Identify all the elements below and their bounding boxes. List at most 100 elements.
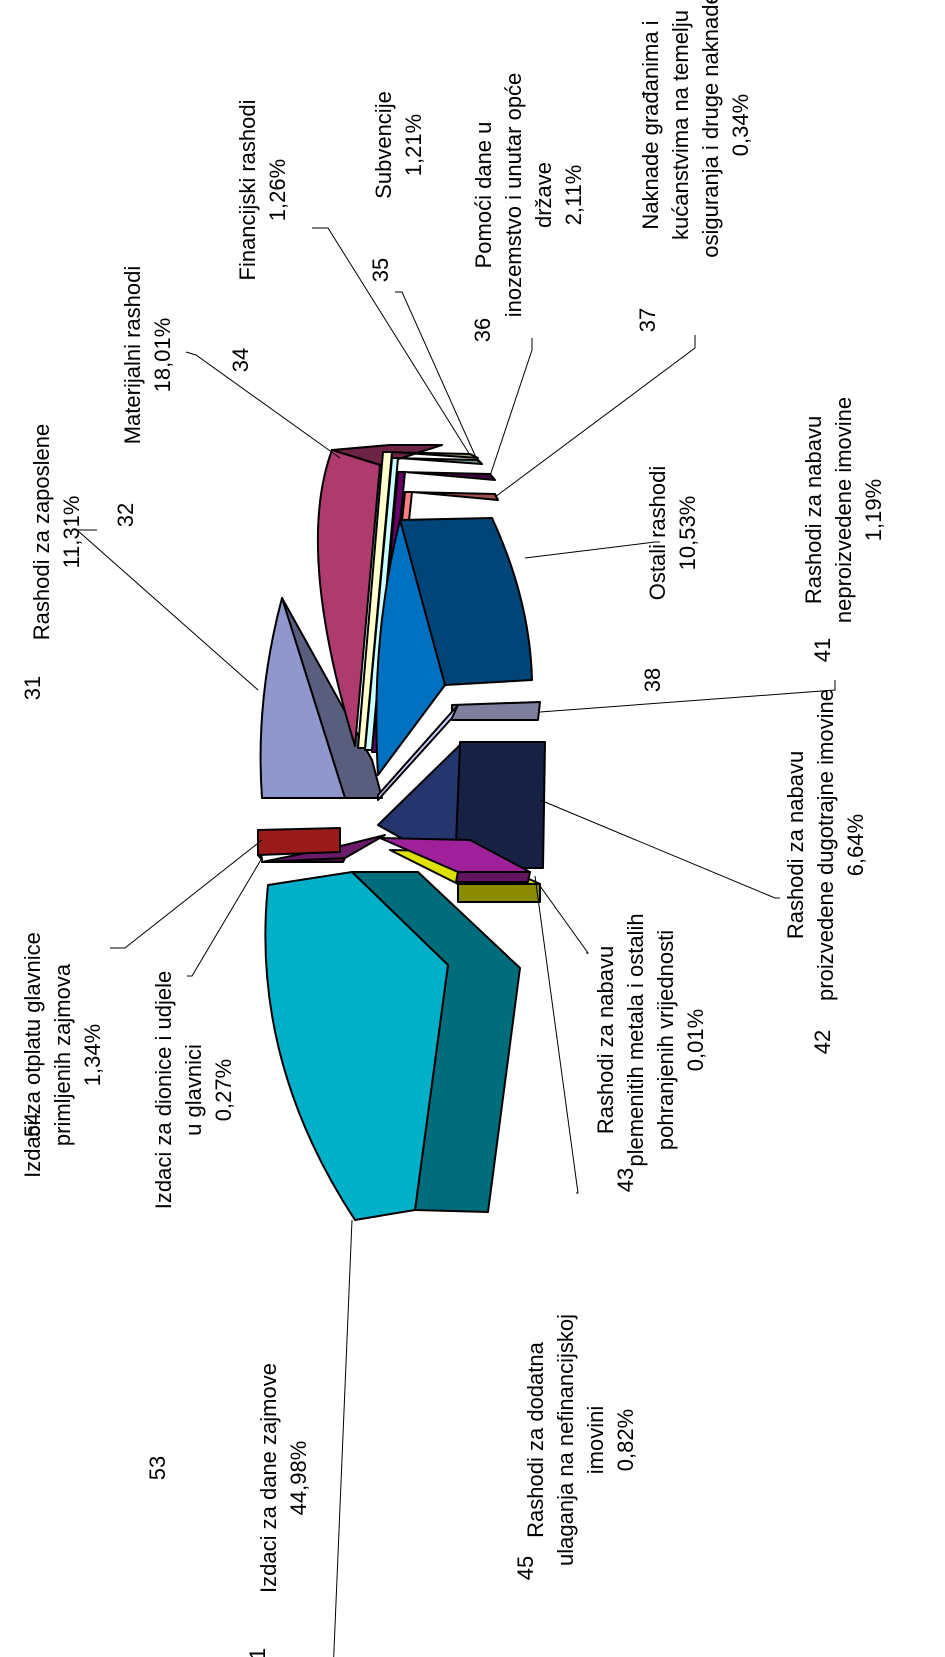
leader-line-43 [539, 885, 589, 954]
slice-percent-32: 18,01% [150, 318, 175, 393]
leader-line-32 [185, 351, 341, 459]
leader-line-51 [333, 1219, 353, 1657]
slice-name-32: Materijalni rashodi 18,01% [120, 266, 175, 445]
slice-label-42: 42 Rashodi za nabavu proizvedene dugotrajn… [783, 689, 868, 1054]
slice-percent-41: 1,19% [861, 479, 886, 541]
slice-percent-54: 1,34% [80, 1024, 105, 1086]
slice-percent-51: 44,98% [286, 1441, 311, 1516]
slice-45-top [379, 837, 531, 873]
slice-name-53: Izdaci za dionice i udjele u glavnici 0,27… [151, 971, 236, 1209]
slice-name-42: Rashodi za nabavu proizvedene dugotrajne … [783, 689, 868, 1001]
slice-name-45: Rashodi za dodatna ulaganja na nefinancij… [523, 1314, 638, 1566]
slice-name-line: Ostali rashodi [645, 466, 670, 601]
slice-name-line: Materijalni rashodi [120, 266, 145, 445]
slice-35-side [391, 457, 483, 465]
slice-38-top [375, 519, 446, 776]
leader-line-38 [524, 541, 660, 559]
slice-code-43: 43 [613, 1168, 638, 1192]
slice-32-top [316, 449, 381, 747]
slice-31-top [259, 597, 346, 799]
slice-name-line: neproizvedene imovine [831, 397, 856, 623]
slice-code-53: 53 [145, 1456, 170, 1480]
slice-name-line: pohranjenih vrijednosti [653, 930, 678, 1150]
slice-name-line: ulaganja na nefinancijskoj [553, 1314, 578, 1566]
leader-line-42 [539, 799, 780, 899]
leader-line-35 [395, 291, 479, 463]
slice-name-line: inozemstvo i unutar opće [501, 73, 526, 318]
slice-45 [379, 837, 531, 883]
slice-name-line: osiguranja i druge naknade [698, 0, 723, 258]
slice-name-line: Rashodi za dodatna [523, 1341, 548, 1537]
slice-percent-43: 0,01% [683, 1009, 708, 1071]
leader-lines [75, 227, 836, 1657]
slice-percent-38: 10,53% [675, 496, 700, 571]
slice-code-45: 45 [513, 1556, 538, 1580]
slice-name-line: plemenitih metala i ostalih [623, 913, 648, 1166]
slice-name-54: Izdaci za otplatu glavnice primljenih zaj… [20, 932, 105, 1178]
slice-label-43: 43 Rashodi za nabavu plemenitih metala i o… [593, 913, 708, 1192]
slice-45-side [455, 871, 531, 883]
slice-code-34: 34 [228, 348, 253, 372]
leader-line-53 [187, 857, 263, 977]
slice-41-top [377, 704, 459, 801]
slice-code-38: 38 [640, 668, 665, 692]
slice-percent-42: 6,64% [843, 814, 868, 876]
slice-name-line: Rashodi za zaposlene [29, 424, 54, 640]
slice-code-37: 37 [635, 308, 660, 332]
slice-42 [377, 741, 546, 869]
slice-code-54: 54 [20, 1113, 45, 1137]
slice-name-36: Pomoći dane u inozemstvo i unutar opće drž… [471, 73, 586, 318]
slice-label-35: 35 Subvencije 1,21% [368, 91, 426, 282]
slice-percent-35: 1,21% [401, 114, 426, 176]
slice-38 [375, 517, 533, 776]
slice-name-line: Izdaci za dane zajmove [256, 1363, 281, 1593]
slice-name-line: Rashodi za nabavu [593, 946, 618, 1134]
slice-label-38: 38 Ostali rashodi 10,53% [640, 466, 700, 693]
slice-41-side [451, 701, 541, 721]
slice-name-41: Rashodi za nabavu neproizvedene imovine 1,… [801, 397, 886, 623]
slice-name-line: proizvedene dugotrajne imovine [813, 689, 838, 1001]
slice-name-35: Subvencije 1,21% [371, 91, 426, 199]
slice-percent-37: 0,34% [728, 94, 753, 156]
slice-code-51: 51 [245, 1648, 270, 1657]
slice-name-line: Subvencije [371, 91, 396, 199]
slice-code-42: 42 [810, 1030, 835, 1054]
slice-54-top [257, 827, 341, 856]
slice-code-41: 41 [810, 638, 835, 662]
slice-name-37: Naknade građanima i kućanstvima na temelj… [638, 0, 753, 258]
slice-name-51: Izdaci za dane zajmove 44,98% [256, 1363, 311, 1593]
slice-name-line: u glavnici [181, 1044, 206, 1136]
slice-name-line: Rashodi za nabavu [801, 416, 826, 604]
slice-54 [257, 827, 341, 861]
leader-line-37 [494, 335, 696, 498]
slice-code-31: 31 [20, 676, 45, 700]
slice-label-32: 32 Materijalni rashodi 18,01% [113, 266, 175, 528]
slice-name-line: Pomoći dane u [471, 122, 496, 269]
slice-name-34: Financijski rashodi 1,26% [235, 100, 290, 281]
pie-slices [257, 444, 546, 1221]
slice-name-line: imovini [583, 1406, 608, 1474]
slice-38-side [399, 517, 533, 686]
slice-percent-36: 2,11% [561, 165, 586, 226]
leader-line-41 [539, 680, 836, 713]
slice-name-line: Rashodi za nabavu [783, 751, 808, 939]
slice-36-side [397, 471, 496, 481]
slice-51-top [264, 871, 449, 1221]
slice-code-36: 36 [470, 318, 495, 342]
slice-43-side [457, 883, 541, 903]
leader-line-54 [110, 839, 263, 949]
slice-code-32: 32 [113, 503, 138, 527]
slice-label-53: 53 Izdaci za dionice i udjele u glavnici 0,… [145, 971, 236, 1480]
slice-name-line: Izdaci za dionice i udjele [151, 971, 176, 1209]
slice-label-41: 41 Rashodi za nabavu neproizvedene imovine… [801, 397, 886, 662]
leader-line-34 [312, 227, 471, 456]
leader-line-31 [75, 529, 259, 691]
slice-name-line: primljenih zajmova [50, 963, 75, 1146]
slice-code-35: 35 [368, 258, 393, 282]
